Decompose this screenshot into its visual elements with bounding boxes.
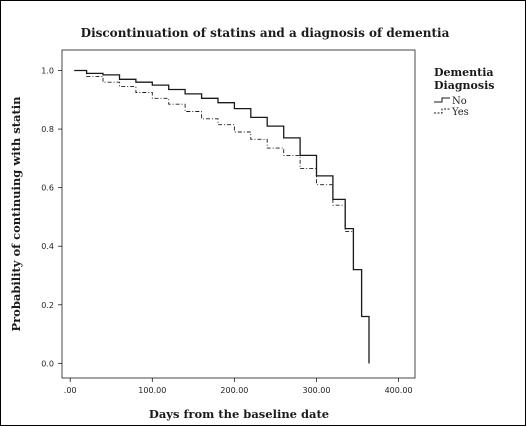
y-tick-label: 0.0 bbox=[41, 359, 54, 368]
x-tick-label: 400.00 bbox=[385, 386, 413, 395]
y-tick-label: 0.2 bbox=[41, 301, 54, 310]
y-tick-label: 0.4 bbox=[41, 242, 54, 251]
x-tick-label: .00 bbox=[64, 386, 77, 395]
legend-title-line-2: Diagnosis bbox=[434, 79, 494, 92]
x-axis: .00 100.00 200.00 300.00 400.00 bbox=[64, 378, 413, 395]
x-tick-label: 300.00 bbox=[302, 386, 330, 395]
plot-area bbox=[61, 49, 416, 379]
legend-title: Dementia bbox=[434, 66, 494, 79]
y-tick-label: 1.0 bbox=[41, 67, 54, 76]
y-axis: 0.0 0.2 0.4 0.6 0.8 1.0 bbox=[41, 67, 62, 368]
x-tick-label: 200.00 bbox=[220, 386, 248, 395]
series-line-yes bbox=[74, 70, 370, 364]
legend-label-no: No bbox=[452, 96, 467, 107]
series-layer bbox=[74, 69, 370, 364]
x-axis-label: Days from the baseline date bbox=[149, 407, 329, 421]
series-line-no bbox=[74, 69, 370, 364]
y-tick-label: 0.6 bbox=[41, 184, 54, 193]
legend-swatch-no bbox=[434, 97, 450, 103]
legend-swatch-yes bbox=[434, 108, 450, 114]
x-tick-label: 100.00 bbox=[138, 386, 166, 395]
legend-label-yes: Yes bbox=[451, 107, 469, 118]
y-axis-label: Probability of continuing with statin bbox=[9, 96, 23, 332]
y-tick-label: 0.8 bbox=[41, 125, 54, 134]
chart-title: Discontinuation of statins and a diagnos… bbox=[81, 26, 450, 40]
